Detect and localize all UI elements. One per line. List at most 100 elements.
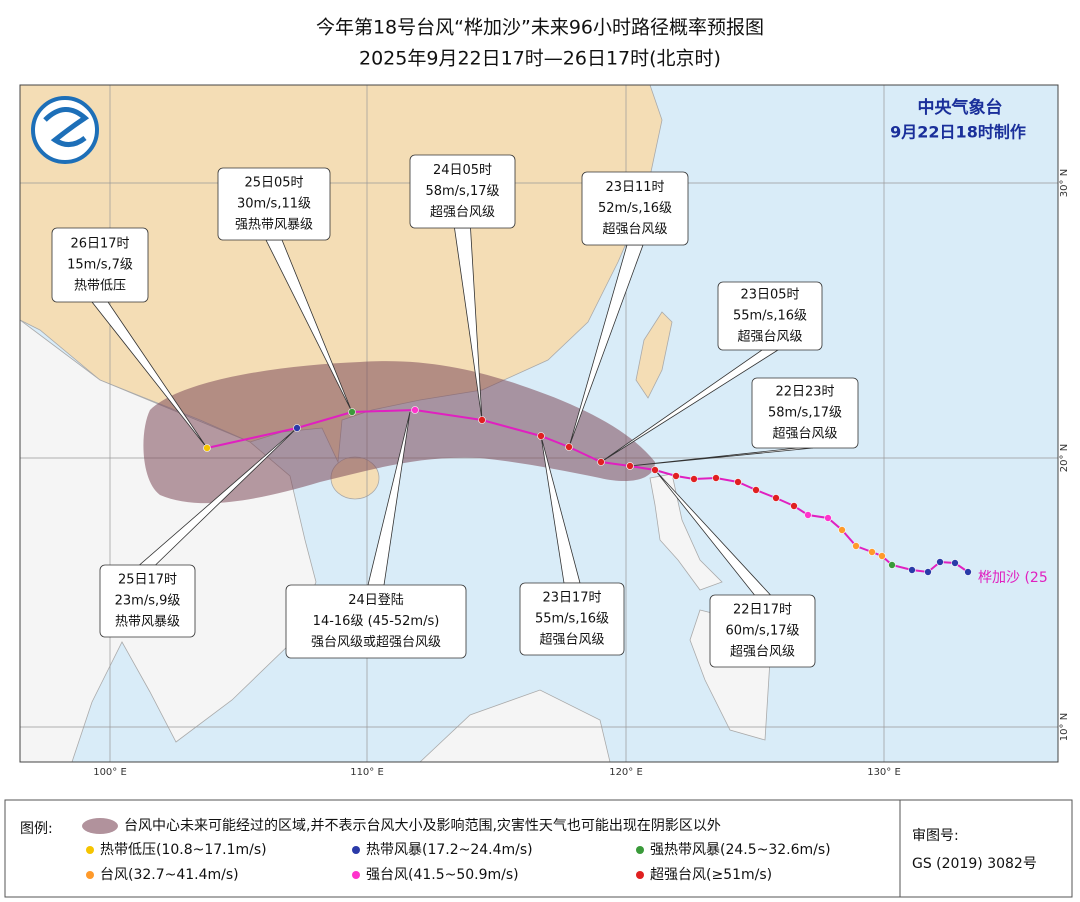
track-point	[878, 552, 886, 560]
track-point	[293, 424, 301, 432]
callout-line: 25日05时	[244, 176, 303, 191]
callout-line: 55m/s,16级	[733, 309, 807, 324]
callout-line: 58m/s,17级	[768, 406, 842, 421]
callout-box	[217, 167, 331, 241]
callout-line: 58m/s,17级	[425, 184, 499, 199]
legend-dot	[86, 871, 94, 879]
lon-label: 130° E	[867, 767, 901, 778]
callout-line: 60m/s,17级	[725, 624, 799, 639]
lat-label: 20° N	[1059, 444, 1070, 472]
track-point	[690, 475, 698, 483]
callout-box	[709, 594, 816, 668]
lon-label: 120° E	[609, 767, 643, 778]
lon-label: 110° E	[350, 767, 384, 778]
track-point	[888, 561, 896, 569]
track-point	[734, 478, 742, 486]
map	[19, 84, 1059, 763]
legend-item: 台风(32.7~41.4m/s)	[100, 867, 239, 883]
legend-item: 强台风(41.5~50.9m/s)	[366, 867, 519, 883]
callout-line: 26日17时	[70, 237, 129, 252]
legend-item: 热带低压(10.8~17.1m/s)	[100, 842, 267, 858]
map-frame	[19, 84, 1059, 763]
callout-box	[285, 584, 467, 659]
legend-dot	[352, 871, 360, 879]
callout-line: 55m/s,16级	[535, 612, 609, 627]
callout-line: 24日05时	[433, 163, 492, 178]
callout-line: 24日登陆	[348, 592, 404, 608]
borneo	[419, 689, 611, 762]
issued-time: 9月22日18时制作	[890, 123, 1026, 142]
track-point	[626, 462, 634, 470]
callout-line: 超强台风级	[602, 222, 667, 237]
callout-line: 23日05时	[740, 288, 799, 303]
track-point	[838, 526, 846, 534]
track-point	[348, 408, 356, 416]
taiwan	[635, 311, 673, 399]
legend-dot	[352, 846, 360, 854]
lat-label: 30° N	[1059, 169, 1070, 197]
callout-line: 15m/s,7级	[67, 258, 133, 273]
track-point	[936, 558, 944, 566]
legend-dot	[636, 871, 644, 879]
probability-cone	[143, 361, 655, 504]
track-point	[868, 548, 876, 556]
legend-dot	[636, 846, 644, 854]
callout-box	[51, 227, 149, 303]
track-point	[712, 474, 720, 482]
legend-area-text: 台风中心未来可能经过的区域,并不表示台风大小及影响范围,灾害性天气也可能出现在阴…	[124, 817, 721, 834]
callout-line: 超强台风级	[730, 645, 795, 660]
track-point	[908, 566, 916, 574]
callout-line: 超强台风级	[772, 427, 837, 442]
callout-line: 超强台风级	[737, 330, 802, 345]
callout-line: 超强台风级	[539, 633, 604, 648]
track-point	[924, 568, 932, 576]
track-point	[772, 494, 780, 502]
callout-line: 热带低压	[74, 279, 126, 294]
callout-line: 23日17时	[542, 591, 601, 606]
callout-line: 52m/s,16级	[598, 201, 672, 216]
legend-cone-swatch	[82, 818, 118, 834]
track-point	[964, 568, 972, 576]
legend-item: 热带风暴(17.2~24.4m/s)	[366, 842, 533, 858]
approval-label: 审图号:	[912, 828, 959, 844]
track-point	[804, 511, 812, 519]
legend-heading: 图例:	[20, 821, 53, 837]
legend-box	[4, 799, 1073, 898]
callout-box	[717, 281, 823, 351]
callout-box	[519, 582, 625, 656]
callout-line: 23m/s,9级	[115, 594, 181, 609]
track-point	[478, 416, 486, 424]
logo-swirl	[43, 107, 90, 147]
callout-box	[99, 564, 196, 638]
track-point	[411, 406, 419, 414]
agency: 中央气象台	[918, 97, 1003, 118]
title-line-1: 今年第18号台风“桦加沙”未来96小时路径概率预报图	[316, 17, 764, 39]
storm-label: 桦加沙 (25	[978, 570, 1048, 586]
track-point	[597, 458, 605, 466]
track-point	[951, 559, 959, 567]
callout-line: 超强台风级	[430, 205, 495, 220]
track-point	[672, 472, 680, 480]
callout-line: 强台风级或超强台风级	[311, 635, 441, 650]
callout-line: 强热带风暴级	[235, 218, 313, 233]
track-point	[824, 514, 832, 522]
track-point	[752, 486, 760, 494]
legend-item: 强热带风暴(24.5~32.6m/s)	[650, 842, 831, 858]
callout-line: 热带风暴级	[115, 615, 180, 630]
track-point	[537, 432, 545, 440]
lon-label: 100° E	[93, 767, 127, 778]
track-point	[852, 542, 860, 550]
track-point	[565, 443, 573, 451]
track-point	[790, 502, 798, 510]
title-line-2: 2025年9月22日17时—26日17时(北京时)	[359, 48, 721, 70]
callout-line: 30m/s,11级	[237, 197, 311, 212]
lat-label: 10° N	[1059, 713, 1070, 741]
approval-number: GS (2019) 3082号	[912, 856, 1037, 872]
callout-line: 23日11时	[605, 180, 664, 195]
track-point	[203, 444, 211, 452]
track-point	[651, 466, 659, 474]
callout-line: 14-16级 (45-52m/s)	[313, 614, 440, 629]
callout-box	[581, 171, 689, 246]
legend-dot	[86, 846, 94, 854]
callout-line: 25日17时	[118, 573, 177, 588]
